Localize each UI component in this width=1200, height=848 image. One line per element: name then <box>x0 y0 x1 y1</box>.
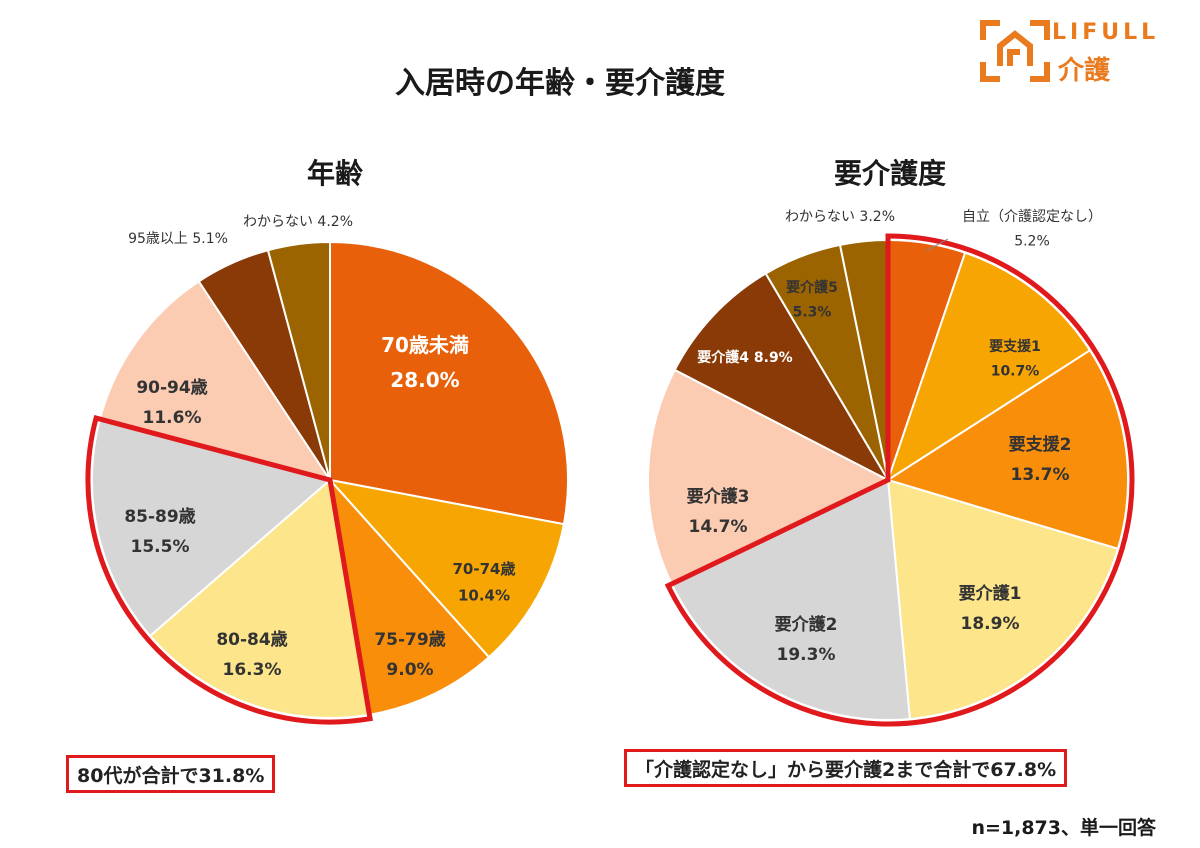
pie-slice-1-2 <box>885 348 1129 551</box>
pie-label-value-1-2: 13.7% <box>1011 465 1070 485</box>
pie-label-value-0-5: 11.6% <box>143 408 202 428</box>
age-chart-title: 年齢 <box>306 157 363 190</box>
pie-slice-1-6 <box>673 272 891 483</box>
pie-highlight-1 <box>664 233 1135 727</box>
pie-label-value-0-1: 10.4% <box>458 586 510 604</box>
logo-brand-text: LIFULL <box>1052 20 1160 45</box>
pie-label-name-0-4: 85-89歳 <box>124 506 195 527</box>
pie-slice-0-4 <box>91 417 333 638</box>
pie-slice-1-4 <box>670 478 911 721</box>
pie-label-value-1-4: 19.3% <box>777 645 836 665</box>
pie-label-value-1-1: 10.7% <box>991 364 1040 380</box>
pie-label-name-1-5: 要介護3 <box>687 486 750 507</box>
sample-size-note: n=1,873、単一回答 <box>971 817 1156 839</box>
pie-label-value-1-7: 5.3% <box>793 305 832 321</box>
pie-label-name-1-3: 要介護1 <box>959 583 1022 604</box>
pie-slice-0-3 <box>148 478 371 719</box>
pie-slice-0-0 <box>329 240 569 526</box>
page-title: 入居時の年齢・要介護度 <box>395 66 725 101</box>
pie-label-value-1-5: 14.7% <box>689 517 748 537</box>
pie-label-name-0-5: 90-94歳 <box>136 377 207 398</box>
pie-slice-0-2 <box>328 476 491 716</box>
pie-leader-1-0 <box>925 238 949 252</box>
pie-label-value-0-3: 16.3% <box>223 660 282 680</box>
house-logo-icon <box>980 20 1050 82</box>
pie-label-value-1-0: 5.2% <box>1014 234 1050 250</box>
pie-label-1-8-9-6: 要介護4 8.9% <box>697 349 792 366</box>
pie-slice-0-7 <box>266 240 331 481</box>
pie-label-name-1-1: 要支援1 <box>989 338 1041 355</box>
pie-label-value-0-4: 15.5% <box>131 537 190 557</box>
pie-label-name-0-3: 80-84歳 <box>216 629 287 650</box>
pie-slice-0-5 <box>98 280 333 482</box>
pie-label-name-1-7: 要介護5 <box>786 279 838 296</box>
pie-label-name-1-4: 要介護2 <box>775 614 838 635</box>
pie-label-0-4-2-7: わからない 4.2% <box>243 214 353 230</box>
pie-slice-0-1 <box>327 478 566 659</box>
pie-slice-1-3 <box>886 478 1120 721</box>
pie-label-name-0-1: 70-74歳 <box>453 560 516 578</box>
care-level-note-box: 「介護認定なし」から要介護2まで合計で67.8% <box>624 749 1068 787</box>
pie-label-0-5-1-6: 95歳以上 5.1% <box>128 231 228 247</box>
pie-slice-1-1 <box>886 251 1092 483</box>
pie-label-name-1-0: 自立（介護認定なし） <box>962 209 1102 225</box>
pie-label-1-3-2-8: わからない 3.2% <box>785 209 895 225</box>
pie-label-value-1-3: 18.9% <box>961 614 1020 634</box>
pie-label-value-0-2: 9.0% <box>386 660 433 680</box>
pie-slice-1-5 <box>647 368 891 586</box>
pie-label-value-0-0: 28.0% <box>390 368 459 392</box>
brand-logo: LIFULL 介護 <box>980 20 1180 90</box>
age-note-box: 80代が合計で31.8% <box>66 755 276 793</box>
pie-label-name-0-0: 70歳未満 <box>381 333 469 357</box>
care-level-chart-title: 要介護度 <box>833 157 946 190</box>
logo-sub-text: 介護 <box>1058 56 1111 86</box>
pie-label-name-1-2: 要支援2 <box>1009 434 1072 455</box>
pie-label-name-0-2: 75-79歳 <box>374 629 445 650</box>
pie-highlight-0 <box>85 414 373 725</box>
